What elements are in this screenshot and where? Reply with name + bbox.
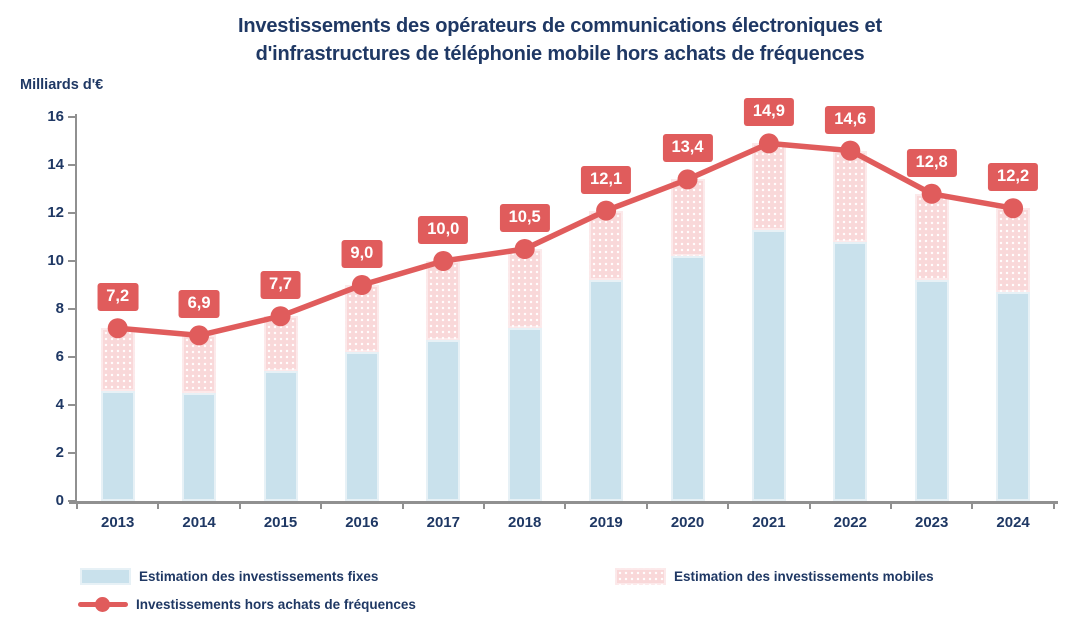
x-tick-label-2014: 2014 (182, 514, 216, 531)
y-axis-tick (68, 116, 75, 118)
x-axis-tick (320, 501, 323, 509)
y-axis-line (75, 114, 77, 503)
x-tick-label-2016: 2016 (345, 514, 379, 531)
bar-mobile-2017 (426, 261, 461, 341)
value-label-2014: 6,9 (178, 290, 220, 319)
chart-title-line2: d'infrastructures de téléphonie mobile h… (255, 43, 865, 65)
y-axis-tick (68, 356, 75, 358)
x-axis-tick (727, 501, 730, 509)
y-axis-tick (68, 164, 75, 166)
bar-mobile-2023 (914, 193, 949, 281)
bar-fixed-2022 (833, 241, 868, 501)
bar-fixed-2023 (914, 280, 949, 501)
bar-fixed-2013 (100, 390, 135, 501)
x-tick-label-2023: 2023 (915, 514, 949, 531)
bar-mobile-2015 (263, 316, 298, 372)
x-axis-tick (1052, 501, 1055, 509)
x-axis-tick (157, 501, 160, 509)
value-label-2016: 9,0 (341, 240, 383, 268)
x-axis-tick (76, 501, 78, 509)
y-tick-label-16: 16 (47, 108, 64, 125)
bar-fixed-2024 (996, 292, 1031, 501)
legend-swatch-mobile-bar (615, 568, 666, 585)
bar-mobile-2016 (344, 285, 379, 353)
x-tick-label-2019: 2019 (589, 514, 623, 531)
bar-mobile-2014 (182, 335, 217, 393)
value-label-2023: 12,8 (906, 148, 957, 177)
legend-label-line: Investissements hors achats de fréquence… (136, 596, 416, 612)
y-tick-label-12: 12 (47, 204, 64, 221)
value-label-2021: 14,9 (743, 98, 794, 127)
x-tick-label-2015: 2015 (263, 514, 298, 531)
y-tick-label-8: 8 (55, 300, 64, 317)
y-tick-label-6: 6 (55, 348, 64, 365)
bar-fixed-2017 (426, 340, 461, 501)
investments-line (114, 140, 1016, 339)
value-label-2013: 7,2 (97, 283, 139, 312)
bar-fixed-2021 (751, 229, 786, 501)
chart-title: Investissements des opérateurs de commun… (60, 12, 1060, 68)
value-label-2017: 10,0 (418, 216, 469, 244)
value-label-2022: 14,6 (825, 105, 876, 134)
x-axis-tick (238, 501, 241, 509)
bar-fixed-2016 (344, 352, 379, 501)
y-tick-label-0: 0 (55, 492, 64, 509)
y-axis-tick (68, 260, 75, 262)
bar-fixed-2014 (182, 393, 217, 501)
y-tick-label-2: 2 (55, 444, 64, 461)
value-label-2015: 7,7 (260, 271, 301, 300)
y-axis-tick (68, 500, 75, 502)
x-tick-label-2024: 2024 (996, 514, 1030, 531)
x-axis-tick (564, 501, 567, 509)
bar-mobile-2022 (833, 150, 868, 242)
bar-fixed-2018 (507, 328, 542, 501)
value-label-2020: 13,4 (662, 134, 713, 163)
x-axis-line (69, 501, 1058, 504)
bar-fixed-2020 (670, 256, 705, 501)
x-tick-label-2018: 2018 (508, 514, 542, 531)
legend-label-fixed: Estimation des investissements fixes (139, 569, 379, 584)
chart-title-line1: Investissements des opérateurs de commun… (238, 15, 882, 37)
x-tick-label-2017: 2017 (426, 514, 460, 531)
y-axis-tick (68, 452, 75, 454)
bar-mobile-2018 (507, 249, 542, 329)
x-axis-tick (890, 501, 892, 509)
value-label-2018: 10,5 (499, 204, 550, 232)
x-tick-label-2021: 2021 (752, 514, 786, 531)
x-tick-label-2020: 2020 (670, 514, 705, 531)
bar-mobile-2021 (751, 143, 786, 230)
y-tick-label-4: 4 (55, 396, 64, 413)
x-axis-tick (645, 501, 648, 509)
legend-swatch-fixed-bar (80, 568, 131, 585)
legend-item-fixed: Estimation des investissements fixes (80, 568, 378, 585)
legend-item-line: Investissements hors achats de fréquence… (78, 596, 416, 612)
x-tick-label-2013: 2013 (101, 514, 135, 531)
y-axis-tick (68, 404, 75, 406)
legend-label-mobile: Estimation des investissements mobiles (674, 569, 934, 584)
value-label-2024: 12,2 (988, 163, 1039, 192)
x-axis-tick (483, 501, 485, 509)
bar-fixed-2015 (263, 371, 298, 501)
value-label-2019: 12,1 (581, 165, 632, 194)
bar-mobile-2013 (100, 328, 135, 391)
legend-item-mobile: Estimation des investissements mobiles (615, 568, 934, 585)
bar-mobile-2024 (996, 208, 1031, 293)
y-tick-label-14: 14 (47, 156, 64, 173)
y-axis-tick (68, 212, 75, 214)
bar-mobile-2020 (670, 179, 705, 257)
y-axis-unit-label: Milliards d'€ (20, 77, 104, 93)
bar-fixed-2019 (589, 280, 624, 501)
bar-mobile-2019 (589, 210, 624, 281)
legend-swatch-line-marker (78, 596, 128, 612)
legend-dot-icon (95, 596, 110, 612)
x-axis-tick (971, 501, 974, 509)
y-tick-label-10: 10 (47, 252, 64, 269)
y-axis-tick (68, 308, 75, 310)
x-axis-tick (401, 501, 404, 509)
x-tick-label-2022: 2022 (833, 514, 867, 531)
x-axis-tick (808, 501, 811, 509)
